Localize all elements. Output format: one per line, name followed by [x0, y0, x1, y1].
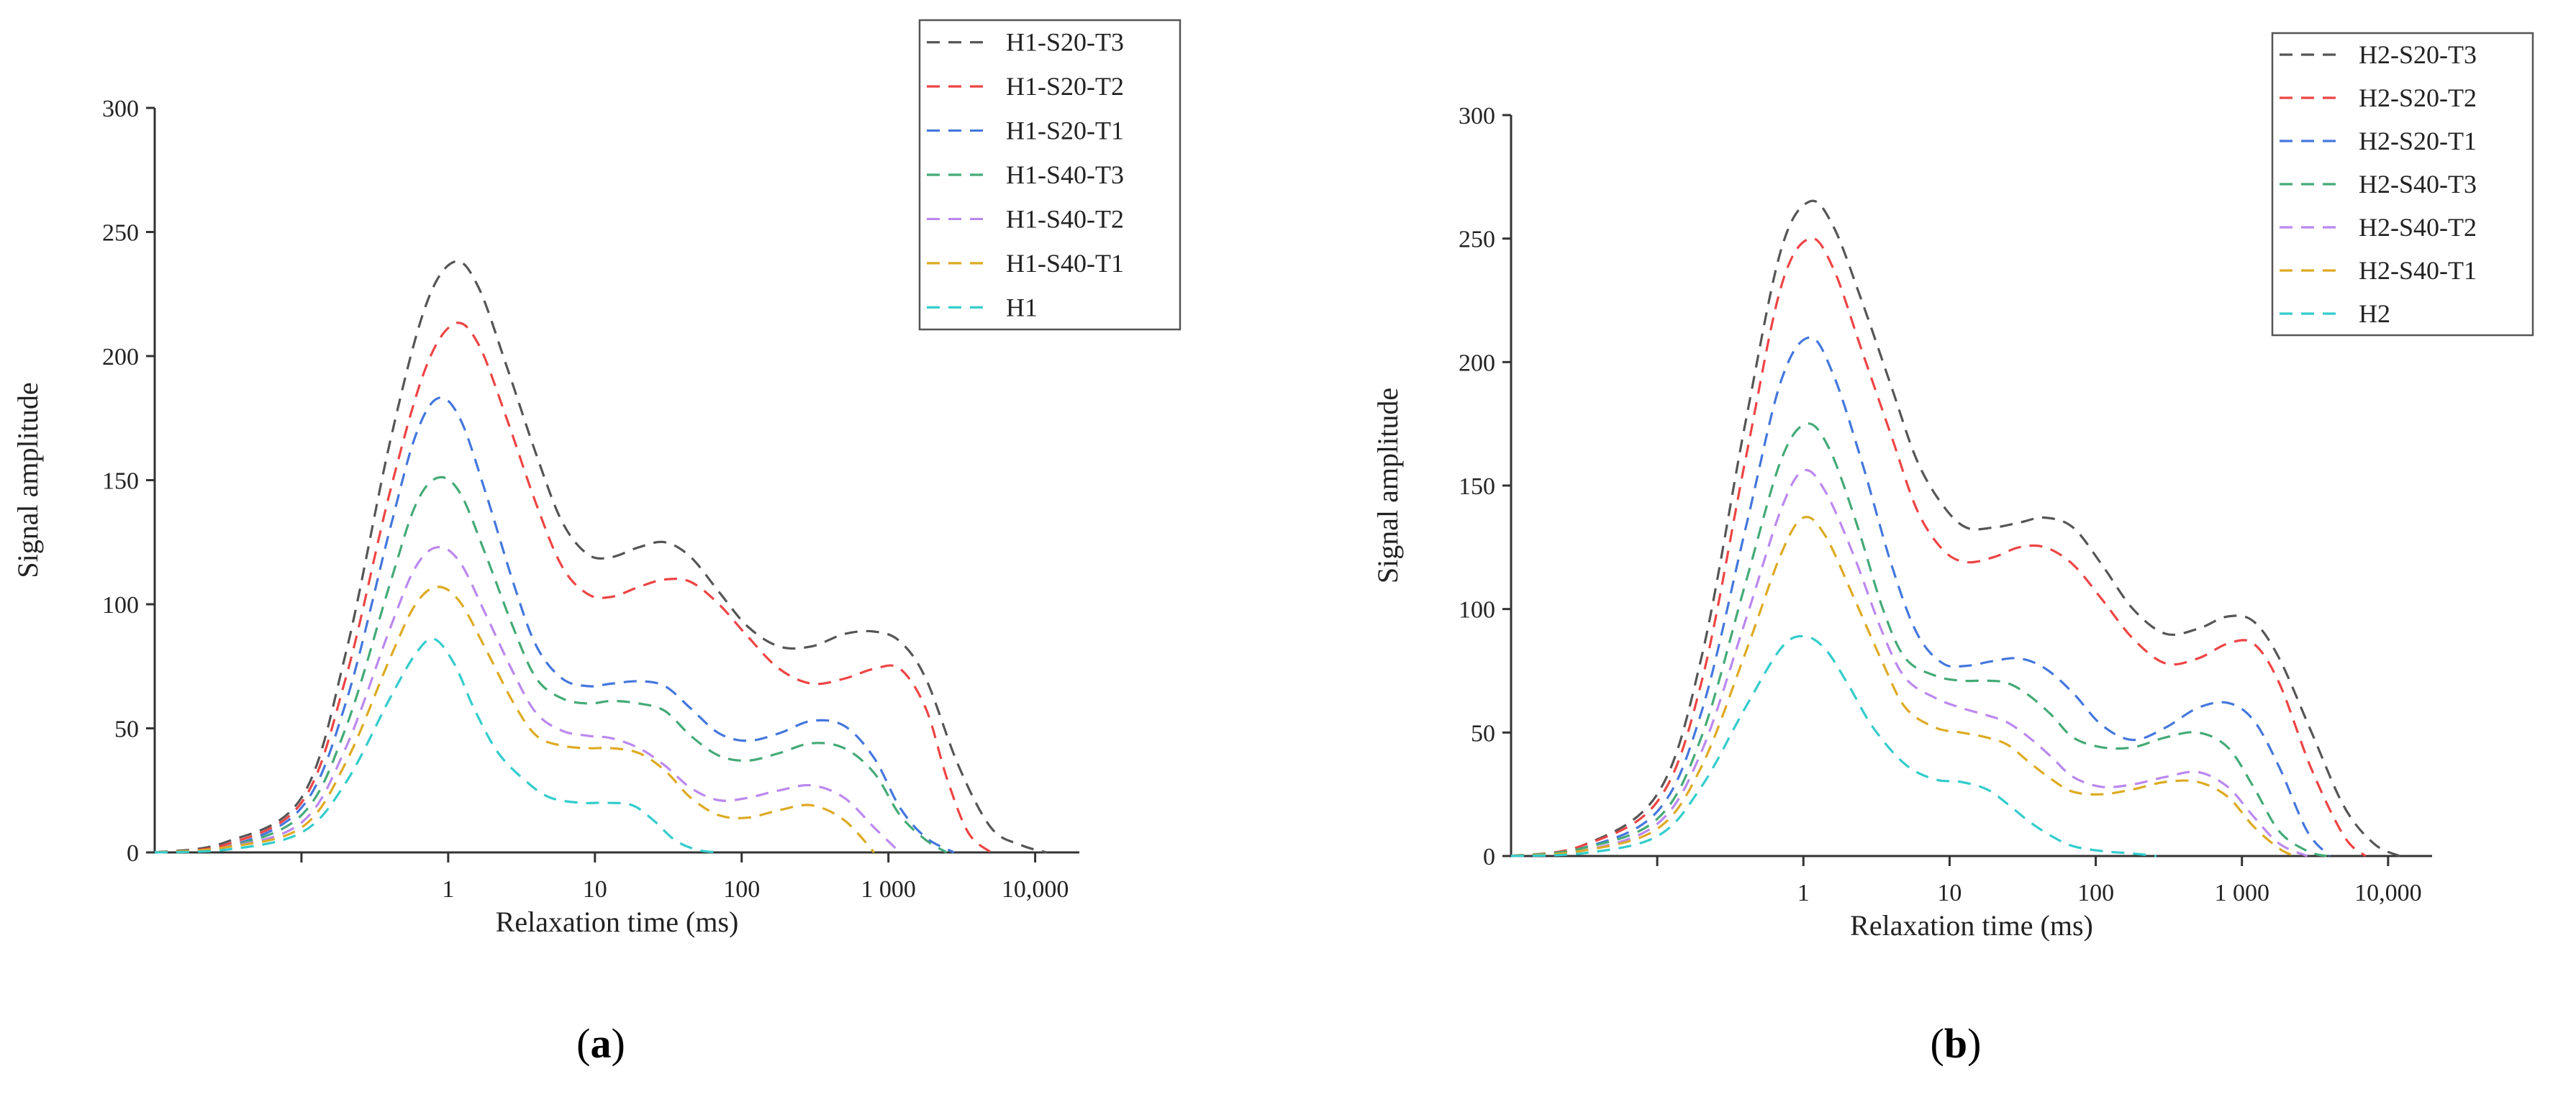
- x-tick-label: 1: [1797, 880, 1810, 906]
- series-line-h1-s40-t2: [154, 546, 901, 854]
- y-tick-label: 300: [102, 96, 139, 122]
- y-tick-label: 100: [1459, 597, 1495, 624]
- legend-label-h2-s40-t2: H2-S40-T2: [2359, 213, 2477, 242]
- x-axis-title: Relaxation time (ms): [496, 906, 739, 938]
- x-tick-label: 10,000: [1002, 876, 1069, 903]
- legend-label-h1-s40-t3: H1-S40-T3: [1006, 160, 1124, 189]
- panel-label-close: ): [1967, 1020, 1981, 1067]
- series-line-h2-s40-t2: [1510, 468, 2308, 857]
- x-tick-label: 100: [723, 876, 760, 903]
- legend: H2-S20-T3 H2-S20-T2 H2-S20-T1 H2-S40-T3 H2-S…: [2271, 32, 2534, 337]
- legend-label-h1-s40-t1: H1-S40-T1: [1006, 249, 1124, 278]
- legend-label-h2-s40-t1: H2-S40-T1: [2359, 256, 2477, 285]
- legend-box: [918, 19, 1182, 331]
- y-axis-title: Signal amplitude: [12, 382, 44, 578]
- series-line-h2-s20-t2: [1510, 237, 2367, 857]
- legend-label-h2-s20-t2: H2-S20-T2: [2359, 83, 2477, 112]
- panel-label-open: (: [1931, 1020, 1944, 1067]
- series-line-h2-s40-t1: [1510, 515, 2295, 857]
- series-line-h2-s40-t3: [1510, 422, 2327, 857]
- y-tick-label: 100: [102, 592, 139, 619]
- panel-label-letter: a: [591, 1020, 612, 1067]
- x-axis-title: Relaxation time (ms): [1850, 909, 2093, 942]
- series-line-h1-s20-t3: [154, 260, 1048, 854]
- series-line-h2-s20-t1: [1510, 336, 2331, 857]
- y-tick-label: 0: [1483, 844, 1495, 870]
- series-line-h1-s40-t1: [154, 586, 876, 854]
- chart-panel-b: 0 50 100 150 200 250 300 1 10 100 1 000 10,000 Relax…: [1371, 32, 2534, 1067]
- legend-label-h1: H1: [1006, 293, 1038, 322]
- panel-label-close: ): [612, 1020, 625, 1067]
- panel-label: (a): [576, 1020, 625, 1067]
- legend-label-h1-s20-t1: H1-S20-T1: [1006, 117, 1124, 145]
- x-tick-label: 10: [583, 876, 607, 903]
- series-line-h2: [1510, 634, 2157, 857]
- panel-label: (b): [1931, 1020, 1982, 1067]
- panel-label-open: (: [576, 1020, 590, 1067]
- chart-panel-a: 0 50 100 150 200 250 300 1 10 100 1 000 10,000 Relax…: [12, 19, 1182, 1067]
- y-tick-label: 50: [1471, 720, 1495, 747]
- x-tick-label: 100: [2077, 880, 2114, 906]
- y-tick-label: 300: [1459, 103, 1495, 129]
- legend-label-h2-s20-t1: H2-S20-T1: [2359, 127, 2477, 155]
- y-tick-label: 0: [127, 840, 139, 867]
- series-line-h1-s40-t3: [154, 475, 948, 854]
- legend-label-h2-s20-t3: H2-S20-T3: [2359, 40, 2477, 69]
- x-tick-label: 10,000: [2354, 880, 2422, 906]
- y-tick-label: 200: [1459, 350, 1495, 376]
- y-tick-label: 200: [102, 344, 139, 370]
- y-tick-label: 250: [1459, 227, 1495, 253]
- legend-box: [2271, 32, 2534, 337]
- legend-label-h2: H2: [2359, 299, 2390, 328]
- y-tick-label: 250: [102, 220, 139, 247]
- y-tick-label: 150: [1459, 473, 1495, 500]
- legend-label-h2-s40-t3: H2-S40-T3: [2359, 170, 2477, 199]
- legend-label-h1-s40-t2: H1-S40-T2: [1006, 204, 1124, 233]
- series-line-h2-s20-t3: [1510, 199, 2400, 857]
- x-tick-label: 1 000: [861, 876, 916, 903]
- x-tick-label: 1: [442, 876, 454, 903]
- panel-label-letter: b: [1944, 1020, 1967, 1067]
- legend-label-h1-s20-t3: H1-S20-T3: [1006, 28, 1124, 57]
- legend: H1-S20-T3 H1-S20-T2 H1-S20-T1 H1-S40-T3 H1-S…: [918, 19, 1182, 331]
- x-tick-label: 10: [1937, 880, 1962, 906]
- series-line-h1: [154, 637, 720, 854]
- series-line-h1-s20-t2: [154, 322, 992, 854]
- x-tick-label: 1 000: [2214, 880, 2269, 906]
- y-tick-label: 150: [102, 468, 139, 495]
- y-tick-label: 50: [114, 716, 139, 743]
- legend-label-h1-s20-t2: H1-S20-T2: [1006, 72, 1124, 101]
- y-axis-title: Signal amplitude: [1371, 388, 1404, 583]
- series-line-h1-s20-t1: [154, 396, 955, 854]
